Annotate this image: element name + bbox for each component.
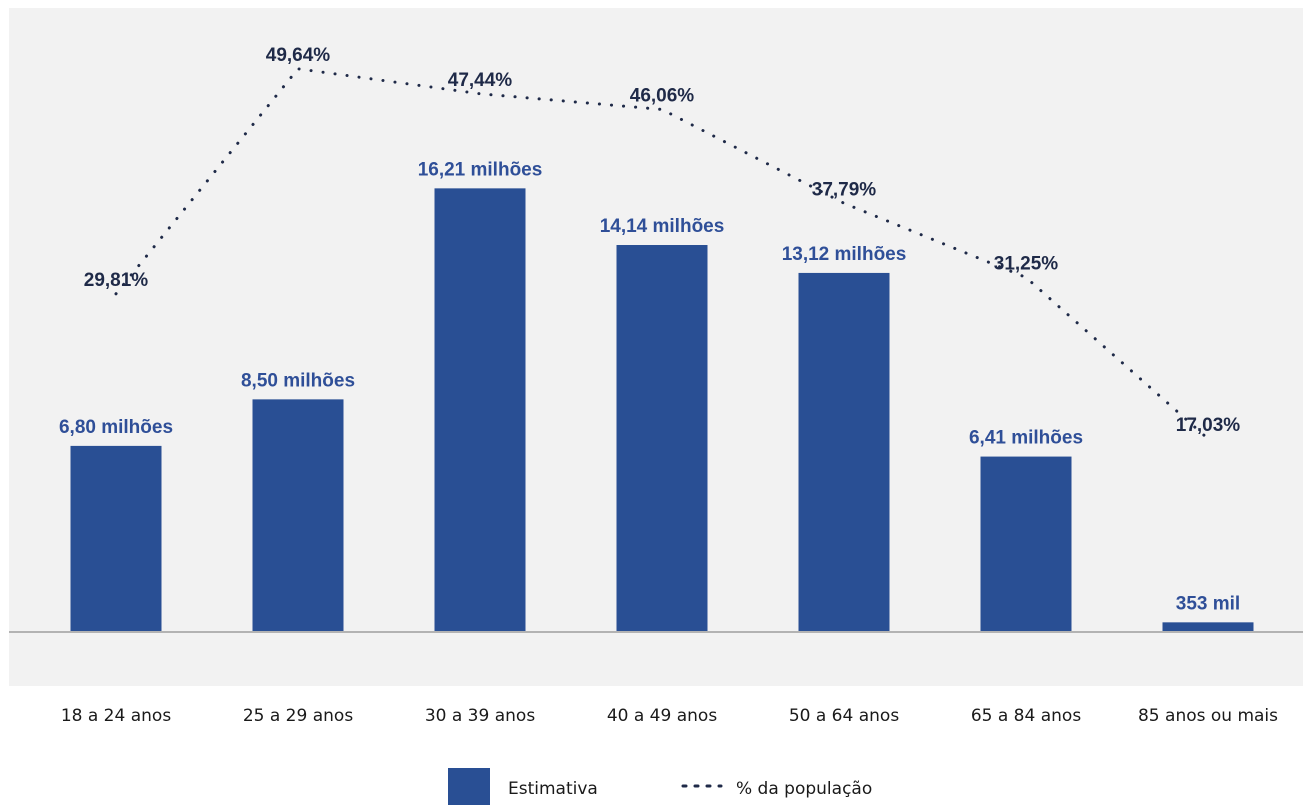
bar-5	[980, 456, 1072, 632]
percent-value-label-4: 37,79%	[812, 179, 877, 200]
percent-value-label-3: 46,06%	[630, 85, 695, 106]
bar-1	[252, 399, 344, 632]
bars-layer	[70, 188, 1254, 632]
percent-value-label-2: 47,44%	[448, 70, 513, 91]
bar-3	[616, 245, 708, 632]
legend: Estimativa % da população	[448, 768, 872, 805]
percent-line	[114, 67, 1210, 441]
bar-value-label-0: 6,80 milhões	[59, 417, 173, 438]
percent-value-label-0: 29,81%	[84, 270, 149, 291]
category-label-0: 18 a 24 anos	[61, 706, 171, 726]
bar-value-label-1: 8,50 milhões	[241, 370, 355, 391]
bar-value-label-6: 353 mil	[1176, 593, 1240, 614]
bar-labels-layer: 6,80 milhões 8,50 milhões 16,21 milhões 14,…	[59, 159, 1240, 614]
percent-line-layer	[114, 67, 1210, 441]
bar-value-label-2: 16,21 milhões	[418, 159, 543, 180]
legend-swatch-estimativa	[448, 768, 490, 805]
category-label-4: 50 a 64 anos	[789, 706, 899, 726]
percent-value-label-6: 17,03%	[1176, 415, 1241, 436]
category-label-6: 85 anos ou mais	[1138, 706, 1278, 726]
bar-value-label-5: 6,41 milhões	[969, 428, 1083, 449]
bar-6	[1162, 622, 1254, 632]
bar-2	[434, 188, 526, 632]
category-label-5: 65 a 84 anos	[971, 706, 1081, 726]
category-label-3: 40 a 49 anos	[607, 706, 717, 726]
category-label-1: 25 a 29 anos	[243, 706, 353, 726]
bar-value-label-4: 13,12 milhões	[782, 244, 907, 265]
percent-value-label-1: 49,64%	[266, 45, 331, 66]
bar-0	[70, 445, 162, 632]
legend-label-estimativa: Estimativa	[508, 779, 598, 799]
legend-label-percent: % da população	[736, 779, 872, 799]
bar-4	[798, 272, 890, 632]
category-labels-layer: 18 a 24 anos 25 a 29 anos 30 a 39 anos 40 a…	[61, 706, 1278, 726]
percent-labels-layer: 29,81% 49,64% 47,44% 46,06% 37,79% 31,25% 17,0…	[84, 45, 1241, 436]
category-label-2: 30 a 39 anos	[425, 706, 535, 726]
percent-value-label-5: 31,25%	[994, 253, 1059, 274]
bar-value-label-3: 14,14 milhões	[600, 216, 725, 237]
